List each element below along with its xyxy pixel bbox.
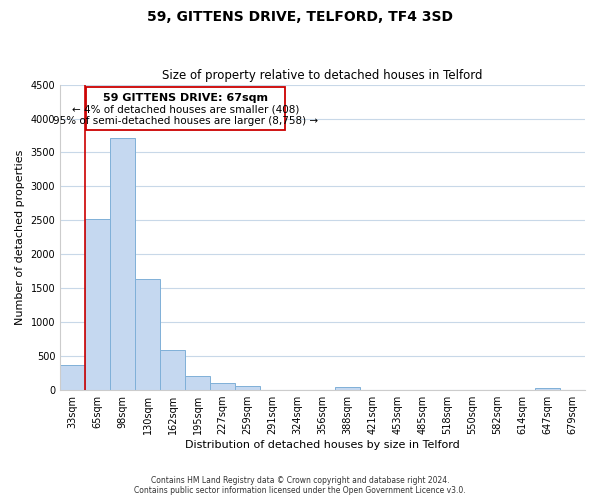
Y-axis label: Number of detached properties: Number of detached properties — [15, 150, 25, 325]
Bar — [135, 278, 160, 390]
Text: 59, GITTENS DRIVE, TELFORD, TF4 3SD: 59, GITTENS DRIVE, TELFORD, TF4 3SD — [147, 10, 453, 24]
Bar — [235, 386, 260, 390]
Bar — [335, 387, 360, 390]
FancyBboxPatch shape — [86, 86, 285, 130]
Title: Size of property relative to detached houses in Telford: Size of property relative to detached ho… — [163, 69, 483, 82]
Bar — [85, 219, 110, 390]
Text: 95% of semi-detached houses are larger (8,758) →: 95% of semi-detached houses are larger (… — [53, 116, 318, 126]
Text: ← 4% of detached houses are smaller (408): ← 4% of detached houses are smaller (408… — [71, 104, 299, 115]
Bar — [210, 384, 235, 390]
Bar — [185, 376, 210, 390]
Bar — [160, 350, 185, 390]
Text: 59 GITTENS DRIVE: 67sqm: 59 GITTENS DRIVE: 67sqm — [103, 93, 268, 103]
X-axis label: Distribution of detached houses by size in Telford: Distribution of detached houses by size … — [185, 440, 460, 450]
Bar — [110, 138, 135, 390]
Bar — [60, 364, 85, 390]
Text: Contains HM Land Registry data © Crown copyright and database right 2024.
Contai: Contains HM Land Registry data © Crown c… — [134, 476, 466, 495]
Bar — [535, 388, 560, 390]
